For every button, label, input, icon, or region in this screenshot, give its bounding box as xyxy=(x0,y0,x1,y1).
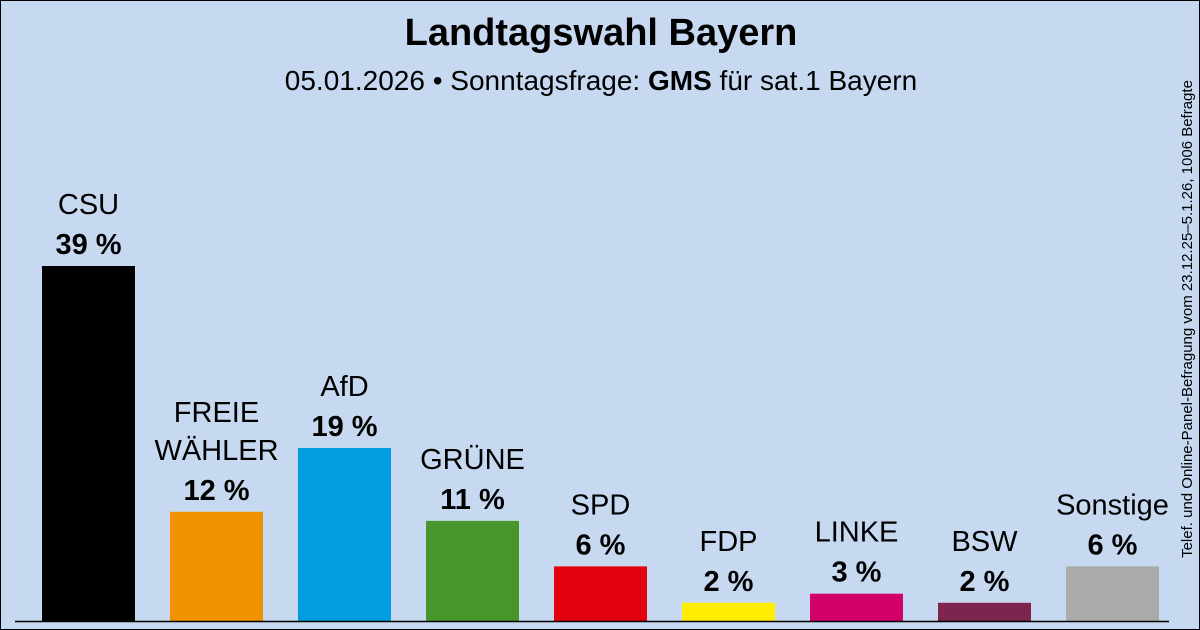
value-label-gruene: 11 % xyxy=(440,484,505,516)
survey-method-note: Telef. und Online-Panel-Befragung vom 23… xyxy=(1179,80,1196,558)
chart-subtitle: 05.01.2026 • Sonntagsfrage: GMS für sat.… xyxy=(1,63,1199,99)
value-label-freie-waehler: 12 % xyxy=(183,475,249,507)
category-label-csu: CSU xyxy=(58,189,119,221)
value-label-afd: 19 % xyxy=(311,411,377,443)
subtitle-date-question: 05.01.2026 • Sonntagsfrage: xyxy=(284,65,641,96)
value-label-csu: 39 % xyxy=(55,229,121,261)
bar-sonstige xyxy=(1066,566,1159,621)
category-label-freie-waehler: FREIE xyxy=(174,397,259,429)
subtitle-client: für sat.1 Bayern xyxy=(719,65,918,96)
value-label-bsw: 2 % xyxy=(960,566,1010,598)
category-label-spd: SPD xyxy=(571,489,631,521)
value-label-fdp: 2 % xyxy=(704,566,754,598)
chart-title: Landtagswahl Bayern xyxy=(404,12,798,54)
category-label-bsw: BSW xyxy=(951,526,1018,558)
bar-bsw xyxy=(938,602,1031,621)
subtitle-institute: GMS xyxy=(647,65,712,96)
category-label-afd: AfD xyxy=(320,371,368,403)
bar-freie-waehler xyxy=(170,511,263,621)
category-label-freie-waehler: WÄHLER xyxy=(154,435,278,467)
value-label-spd: 6 % xyxy=(576,529,626,561)
bar-spd xyxy=(554,566,647,621)
category-label-fdp: FDP xyxy=(700,526,758,558)
value-label-sonstige: 6 % xyxy=(1088,529,1138,561)
category-label-gruene: GRÜNE xyxy=(420,444,525,476)
value-label-linke: 3 % xyxy=(832,557,882,589)
category-label-linke: LINKE xyxy=(815,517,899,549)
bar-afd xyxy=(298,448,391,621)
category-label-sonstige: Sonstige xyxy=(1056,489,1169,521)
bar-gruene xyxy=(426,520,519,621)
bar-linke xyxy=(810,593,903,621)
bar-csu xyxy=(42,266,135,621)
bar-fdp xyxy=(682,602,775,621)
